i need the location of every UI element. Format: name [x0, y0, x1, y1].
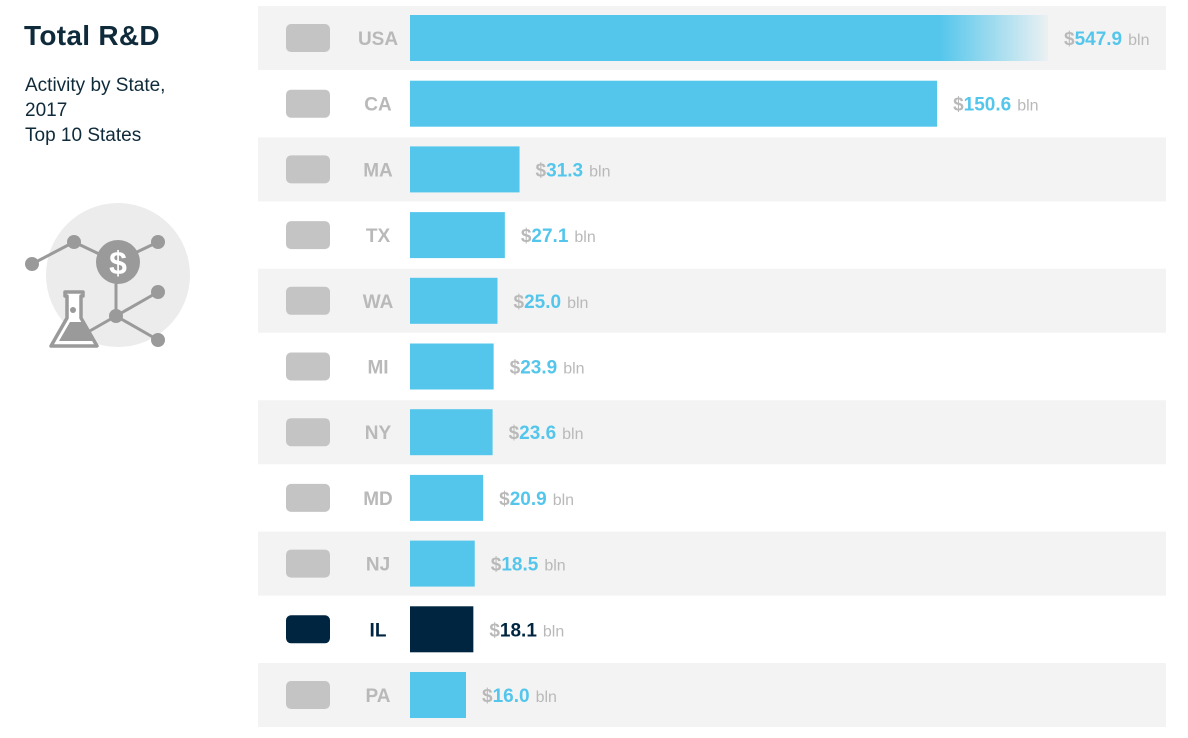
category-label: TX [366, 226, 391, 247]
bar [410, 606, 474, 653]
bar [410, 540, 475, 587]
subtitle-line-2: 2017 [25, 100, 68, 121]
state-silhouette-icon [286, 89, 330, 118]
chart-row-md: MD $20.9 bln [286, 474, 574, 521]
category-label: WA [363, 292, 394, 313]
value-label: $20.9 bln [499, 489, 574, 510]
chart-subtitle: Activity by State, 2017 Top 10 States [25, 73, 225, 148]
row-band [258, 663, 1166, 727]
chart-title: Total R&D [24, 20, 160, 51]
subtitle-line-3: Top 10 States [25, 125, 142, 146]
row-band [258, 531, 1166, 596]
state-silhouette-icon [286, 221, 330, 250]
chart-row-wa: WA $25.0 bln [258, 268, 1166, 333]
category-label: NJ [366, 555, 390, 576]
category-label: CA [364, 95, 392, 116]
category-label: USA [358, 29, 398, 50]
chart-row-mi: MI $23.9 bln [286, 343, 585, 390]
value-label: $150.6 bln [953, 95, 1038, 116]
value-label: $23.6 bln [509, 423, 584, 444]
category-label: NY [365, 423, 392, 444]
bar [410, 277, 498, 324]
bar [410, 80, 938, 127]
bar [410, 672, 466, 718]
bar [410, 212, 505, 259]
svg-text:$: $ [109, 245, 127, 281]
bar [410, 15, 1048, 61]
bar [410, 409, 493, 456]
state-silhouette-icon [286, 352, 330, 381]
chart-row-ca: CA $150.6 bln [286, 80, 1039, 127]
value-label: $16.0 bln [482, 686, 557, 707]
state-silhouette-icon [286, 418, 330, 447]
chart-row-ma: MA $31.3 bln [258, 137, 1166, 202]
value-label: $23.9 bln [510, 358, 585, 379]
bar [410, 146, 520, 193]
bar-chart: USA $547.9 bln CA $150.6 bln MA $31.3 bln TX $27.1… [258, 6, 1166, 727]
category-label: MA [363, 160, 393, 181]
category-label: MI [367, 358, 388, 379]
bar [410, 343, 494, 390]
state-silhouette-icon [286, 483, 330, 512]
chart-row-il: IL $18.1 bln [286, 606, 564, 653]
value-label: $18.5 bln [491, 555, 566, 576]
value-label: $27.1 bln [521, 226, 596, 247]
category-label: PA [366, 686, 391, 707]
state-silhouette-icon [286, 681, 330, 709]
value-label: $547.9 bln [1064, 29, 1149, 50]
value-label: $31.3 bln [536, 160, 611, 181]
value-label: $18.1 bln [489, 620, 564, 641]
chart-row-nj: NJ $18.5 bln [258, 531, 1166, 596]
bar [410, 474, 484, 521]
row-band [258, 137, 1166, 202]
rd-money-flask-network-icon: $ [25, 203, 190, 348]
state-silhouette-icon [286, 24, 330, 52]
chart-row-tx: TX $27.1 bln [286, 212, 596, 259]
category-label: MD [363, 489, 393, 510]
row-band [258, 400, 1166, 465]
chart-row-usa: USA $547.9 bln [258, 6, 1166, 70]
subtitle-line-1: Activity by State, [25, 75, 166, 96]
chart-row-pa: PA $16.0 bln [258, 663, 1166, 727]
value-label: $25.0 bln [514, 292, 589, 313]
state-silhouette-icon [286, 549, 330, 578]
row-band [258, 268, 1166, 333]
state-silhouette-icon [286, 286, 330, 315]
state-silhouette-icon [286, 615, 330, 644]
chart-row-ny: NY $23.6 bln [258, 400, 1166, 465]
category-label: IL [370, 620, 387, 641]
state-silhouette-icon [286, 155, 330, 184]
